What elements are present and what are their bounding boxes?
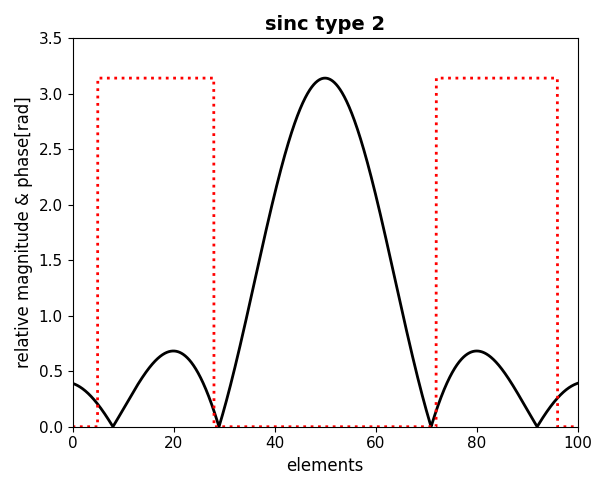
X-axis label: elements: elements — [287, 457, 364, 475]
Y-axis label: relative magnitude & phase[rad]: relative magnitude & phase[rad] — [15, 97, 33, 368]
Title: sinc type 2: sinc type 2 — [265, 15, 385, 34]
